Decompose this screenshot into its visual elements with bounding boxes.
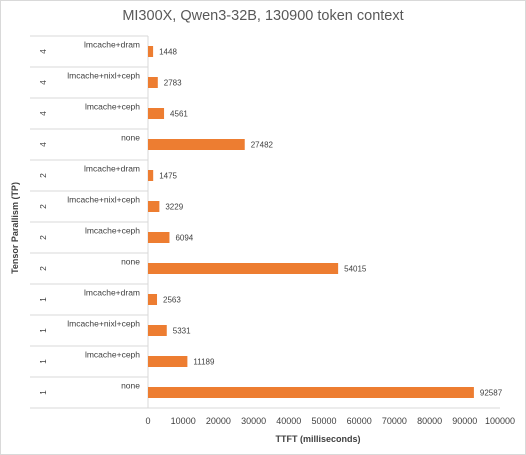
data-label: 2563 — [163, 296, 181, 305]
group-label: 1 — [38, 390, 48, 395]
x-tick-label: 40000 — [276, 416, 301, 426]
category-label: none — [121, 257, 140, 267]
category-label: lmcache+nixl+ceph — [67, 319, 140, 329]
data-label: 5331 — [173, 327, 191, 336]
category-label: none — [121, 381, 140, 391]
x-tick-label: 20000 — [206, 416, 231, 426]
data-label: 27482 — [251, 141, 274, 150]
category-label: lmcache+ceph — [85, 226, 140, 236]
bar — [148, 201, 160, 212]
group-label: 4 — [38, 49, 48, 54]
group-label: 2 — [38, 235, 48, 240]
data-label: 3229 — [165, 203, 183, 212]
group-label: 1 — [38, 328, 48, 333]
group-label: 1 — [38, 359, 48, 364]
group-label: 4 — [38, 80, 48, 85]
data-label: 54015 — [344, 265, 367, 274]
data-label: 92587 — [480, 389, 503, 398]
x-tick-label: 10000 — [171, 416, 196, 426]
bar — [148, 387, 474, 398]
x-tick-label: 30000 — [241, 416, 266, 426]
data-label: 1475 — [159, 172, 177, 181]
group-label: 1 — [38, 297, 48, 302]
group-label: 4 — [38, 111, 48, 116]
category-label: lmcache+dram — [84, 40, 140, 50]
bar — [148, 263, 339, 274]
bar — [148, 139, 245, 150]
bar — [148, 108, 165, 119]
data-label: 1448 — [159, 48, 177, 57]
bar — [148, 232, 170, 243]
y-axis-title: Tensor Parallism (TP) — [10, 182, 20, 274]
bar — [148, 356, 188, 367]
data-label: 4561 — [170, 110, 188, 119]
group-label: 2 — [38, 173, 48, 178]
data-label: 11189 — [193, 358, 215, 367]
bar — [148, 77, 158, 88]
chart-title: MI300X, Qwen3-32B, 130900 token context — [122, 8, 403, 24]
group-label: 4 — [38, 142, 48, 147]
category-label: lmcache+ceph — [85, 102, 140, 112]
x-axis-title: TTFT (milliseconds) — [275, 434, 360, 444]
x-tick-label: 90000 — [452, 416, 477, 426]
x-tick-label: 80000 — [417, 416, 442, 426]
group-label: 2 — [38, 266, 48, 271]
category-label: lmcache+ceph — [85, 350, 140, 360]
category-label: lmcache+nixl+ceph — [67, 71, 140, 81]
bar — [148, 294, 158, 305]
category-label: lmcache+dram — [84, 164, 140, 174]
plot-area: 4 lmcache+dram 1448 4 lmcache+nixl+ceph 2783 4… — [30, 35, 515, 426]
category-label: lmcache+dram — [84, 288, 140, 298]
bar — [148, 170, 154, 181]
data-label: 2783 — [164, 79, 182, 88]
x-tick-label: 100000 — [485, 416, 515, 426]
group-label: 2 — [38, 204, 48, 209]
bar — [148, 46, 154, 57]
x-tick-label: 0 — [145, 416, 150, 426]
x-tick-label: 70000 — [382, 416, 407, 426]
x-tick-label: 50000 — [311, 416, 336, 426]
category-label: none — [121, 133, 140, 143]
data-label: 6094 — [175, 234, 193, 243]
x-tick-label: 60000 — [347, 416, 372, 426]
category-label: lmcache+nixl+ceph — [67, 195, 140, 205]
bar — [148, 325, 167, 336]
